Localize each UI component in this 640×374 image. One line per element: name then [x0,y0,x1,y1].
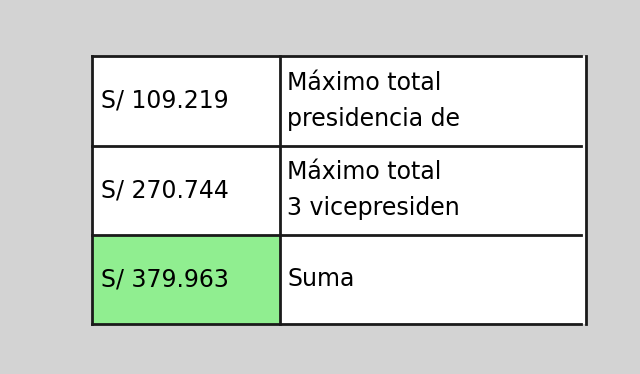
Text: Suma: Suma [287,267,355,291]
Bar [280,145,586,235]
Bar [92,145,280,235]
Text: S/ 270.744: S/ 270.744 [101,178,229,202]
Text: Máximo total
presidencia de: Máximo total presidencia de [287,71,460,131]
Bar [280,56,586,145]
Text: Máximo total
3 vicepresiden: Máximo total 3 vicepresiden [287,160,460,220]
Bar [280,235,586,324]
Bar [92,235,280,324]
Bar [92,56,280,145]
Text: S/ 109.219: S/ 109.219 [101,89,229,113]
Text: S/ 379.963: S/ 379.963 [101,267,229,291]
